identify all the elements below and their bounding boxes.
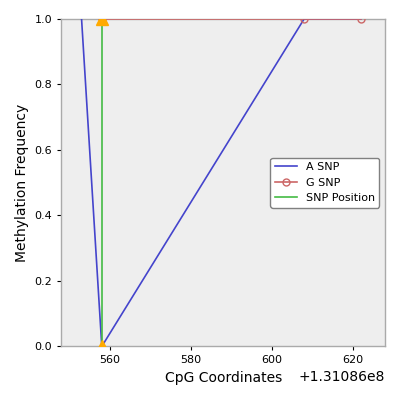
Line: A SNP: A SNP <box>82 19 361 346</box>
G SNP <box>358 16 363 21</box>
A SNP <box>99 344 104 349</box>
G SNP <box>302 16 306 21</box>
X-axis label: CpG Coordinates: CpG Coordinates <box>164 371 282 385</box>
Line: G SNP: G SNP <box>98 16 364 22</box>
Y-axis label: Methylation Frequency: Methylation Frequency <box>15 104 29 262</box>
G SNP <box>99 16 104 21</box>
A SNP <box>358 16 363 21</box>
A SNP <box>302 16 306 21</box>
A SNP <box>79 16 84 21</box>
Legend: A SNP, G SNP, SNP Position: A SNP, G SNP, SNP Position <box>270 158 380 208</box>
